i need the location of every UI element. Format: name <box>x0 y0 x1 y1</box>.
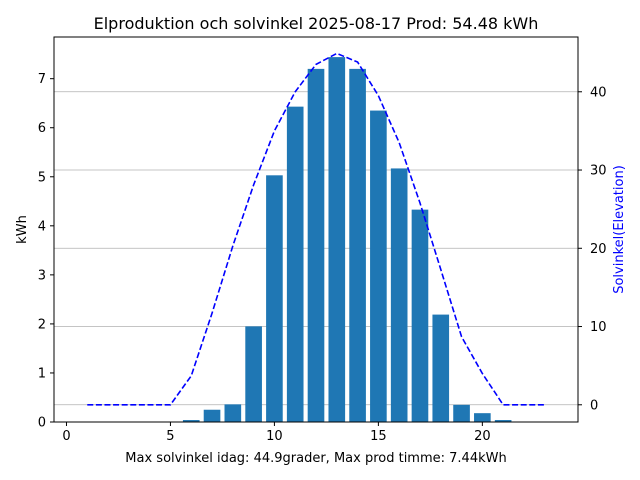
production-bar <box>349 68 366 423</box>
y2-tick-label: 40 <box>590 85 607 100</box>
production-bar <box>307 68 325 423</box>
production-bar <box>370 110 387 422</box>
left-axis-ticks: 0 1 2 3 4 5 6 7 <box>38 72 54 431</box>
x-tick-label: 15 <box>370 429 387 444</box>
y-tick-label: 3 <box>38 268 46 283</box>
production-bars <box>182 57 512 423</box>
y2-tick-label: 20 <box>590 242 607 257</box>
production-bar <box>266 175 283 422</box>
production-bar <box>245 326 262 422</box>
x-tick-label: 0 <box>62 429 70 444</box>
production-bar <box>328 57 346 423</box>
production-bar <box>474 413 491 422</box>
x-tick-label: 20 <box>474 429 491 444</box>
y2-tick-label: 30 <box>590 164 607 179</box>
chart-title: Elproduktion och solvinkel 2025-08-17 Pr… <box>94 14 539 33</box>
right-axis-ticks: 0 10 20 30 40 <box>578 85 607 413</box>
x-axis-title: Max solvinkel idag: 44.9grader, Max prod… <box>125 451 506 466</box>
left-axis-title: kWh <box>15 215 30 244</box>
elevation-line <box>87 52 545 406</box>
y-tick-label: 0 <box>38 416 46 431</box>
y-tick-label: 2 <box>38 317 46 332</box>
y-tick-label: 1 <box>38 366 46 381</box>
y-tick-label: 7 <box>38 72 46 87</box>
production-bar <box>182 420 200 422</box>
right-axis-title: Solvinkel(Elevation) <box>612 165 627 294</box>
production-bar <box>390 168 408 422</box>
production-bar <box>453 404 470 422</box>
x-tick-label: 10 <box>266 429 283 444</box>
y2-tick-label: 0 <box>590 398 598 413</box>
production-bar <box>432 314 450 422</box>
plot-frame <box>53 36 579 423</box>
production-bar <box>203 409 221 422</box>
x-axis-ticks: 0 5 10 15 20 <box>62 422 491 444</box>
y2-tick-label: 10 <box>590 320 607 335</box>
production-bar <box>411 209 429 422</box>
y-tick-label: 6 <box>38 121 46 136</box>
production-bar <box>494 420 512 422</box>
y-tick-label: 4 <box>38 219 46 234</box>
production-bar <box>286 106 304 422</box>
production-bar <box>224 404 242 422</box>
elevation-line-group <box>87 52 545 406</box>
y-tick-label: 5 <box>38 170 46 185</box>
x-tick-label: 5 <box>166 429 174 444</box>
